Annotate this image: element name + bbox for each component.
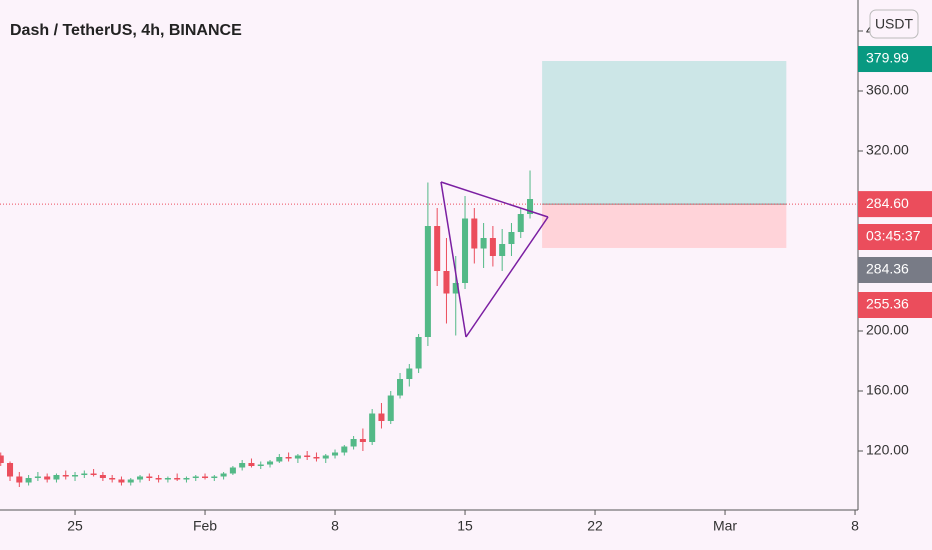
last-price-badge-bg — [858, 191, 932, 218]
candle-body — [174, 478, 181, 480]
x-tick-label: Feb — [193, 518, 217, 534]
x-tick-label: 25 — [67, 518, 83, 534]
candle-body — [0, 455, 4, 464]
candle-body — [387, 395, 394, 422]
candle-body — [99, 475, 106, 479]
candle-body — [118, 479, 125, 483]
plot — [0, 61, 858, 488]
candle-body — [378, 413, 385, 422]
candle-body — [285, 457, 292, 459]
candle-body — [313, 457, 320, 459]
candle-body — [220, 473, 227, 477]
candle-body — [294, 455, 301, 459]
candle-body — [34, 476, 41, 479]
candle-body — [341, 446, 348, 453]
target-badge-bg — [858, 46, 932, 73]
candle-body — [443, 271, 450, 294]
profit-zone — [542, 61, 787, 205]
candle-body — [480, 238, 487, 249]
y-tick-label: 160.00 — [866, 382, 909, 398]
candle-body — [146, 476, 153, 479]
candle-body — [462, 218, 469, 284]
candle-body — [155, 478, 162, 480]
candle-body — [406, 368, 413, 380]
candle-body — [267, 461, 274, 465]
candle-body — [359, 439, 366, 443]
candle-body — [276, 457, 283, 462]
bid-badge: 284.36 — [866, 261, 909, 277]
candle-body — [16, 476, 23, 483]
currency-label: USDT — [875, 16, 914, 32]
candle-body — [304, 455, 311, 458]
candle-body — [7, 463, 14, 477]
candle-body — [164, 478, 171, 480]
loss-zone — [542, 204, 787, 248]
candle-body — [239, 463, 246, 468]
last-price-badge: 284.60 — [866, 195, 909, 211]
candle-body — [127, 479, 134, 483]
candle-body — [471, 218, 478, 249]
candle-body — [137, 476, 144, 480]
candle-body — [81, 473, 88, 476]
candle-body — [415, 337, 422, 369]
candle-body — [332, 452, 339, 456]
x-tick-label: 8 — [331, 518, 339, 534]
x-tick-label: 15 — [457, 518, 473, 534]
candle-body — [248, 463, 255, 467]
candle-body — [424, 226, 431, 338]
candle-body — [109, 478, 116, 480]
y-tick-label: 360.00 — [866, 82, 909, 98]
currency-badge[interactable] — [869, 9, 919, 39]
candle-body — [452, 283, 459, 294]
y-tick-label: 200.00 — [866, 322, 909, 338]
candle-body — [434, 226, 441, 272]
candle-body — [499, 244, 506, 257]
target-badge: 379.99 — [866, 50, 909, 66]
candle-body — [322, 455, 329, 459]
candle-body — [229, 467, 236, 474]
candle-body — [489, 238, 496, 257]
candle-body — [211, 476, 218, 479]
candle-body — [202, 476, 209, 479]
x-tick-label: 8 — [851, 518, 859, 534]
candle-body — [527, 199, 534, 215]
triangle-upper — [440, 181, 549, 218]
candle-body — [369, 413, 376, 443]
stop-badge-bg — [858, 292, 932, 318]
x-tick-label: 22 — [587, 518, 603, 534]
y-tick-label: 320.00 — [866, 142, 909, 158]
x-tick-label: Mar — [713, 518, 737, 534]
axis: 120.00160.00200.00320.00360.00400.0025Fe… — [67, 22, 932, 534]
y-tick-label: 120.00 — [866, 442, 909, 458]
candle-body — [257, 464, 264, 467]
candle-body — [90, 473, 97, 476]
candle-body — [183, 478, 190, 480]
chart-title: Dash / TetherUS, 4h, BINANCE — [10, 22, 242, 39]
candle-body — [517, 214, 524, 233]
candle-body — [508, 232, 515, 245]
candle-body — [397, 379, 404, 396]
candle-body — [25, 478, 32, 483]
candle-body — [192, 476, 199, 479]
candle-body — [53, 475, 60, 480]
candle-body — [72, 475, 79, 477]
triangle-lower — [465, 216, 549, 338]
timer-badge: 03:45:37 — [866, 228, 921, 244]
candle-body — [350, 439, 357, 447]
candle-body — [44, 476, 51, 480]
triangle-side — [440, 181, 467, 338]
stop-badge: 255.36 — [866, 296, 909, 312]
candle-body — [62, 475, 69, 477]
timer-badge-bg — [858, 224, 932, 250]
bid-badge-bg — [858, 257, 932, 283]
